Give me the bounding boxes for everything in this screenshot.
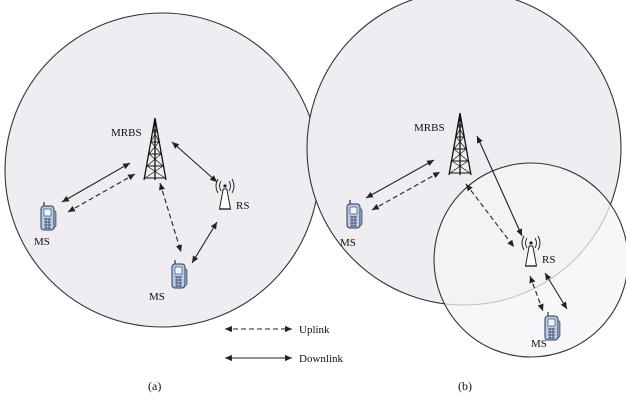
mrbs-label: MRBS <box>111 127 142 139</box>
ms-label-left: MS <box>34 236 50 248</box>
ms-label-bottom: MS <box>149 291 165 303</box>
legend: Uplink Downlink <box>225 324 344 365</box>
downlink-arrow <box>191 221 218 264</box>
downlink-arrow <box>171 141 218 183</box>
uplink-arrow <box>159 182 182 253</box>
caption-b: (b) <box>458 379 472 393</box>
rs-label: RS <box>236 200 249 212</box>
diagram-b: MRBS RS MS MS <box>306 0 626 358</box>
diagram-a: MRBS RS MS MS <box>4 12 320 328</box>
cell-coverage-a <box>4 12 320 328</box>
uplink-arrow <box>67 173 136 213</box>
mrbs-label: MRBS <box>414 122 445 134</box>
uplink-arrow <box>529 275 544 312</box>
rs-label: RS <box>542 254 555 266</box>
caption-a: (a) <box>148 379 161 393</box>
uplink-legend-label: Uplink <box>299 324 330 336</box>
uplink-arrow <box>465 183 515 248</box>
uplink-arrow <box>371 171 441 211</box>
downlink-legend-label: Downlink <box>299 353 344 365</box>
downlink-arrow <box>544 272 568 310</box>
ms-label-bottom: MS <box>531 338 547 350</box>
ms-label-left: MS <box>340 237 356 249</box>
